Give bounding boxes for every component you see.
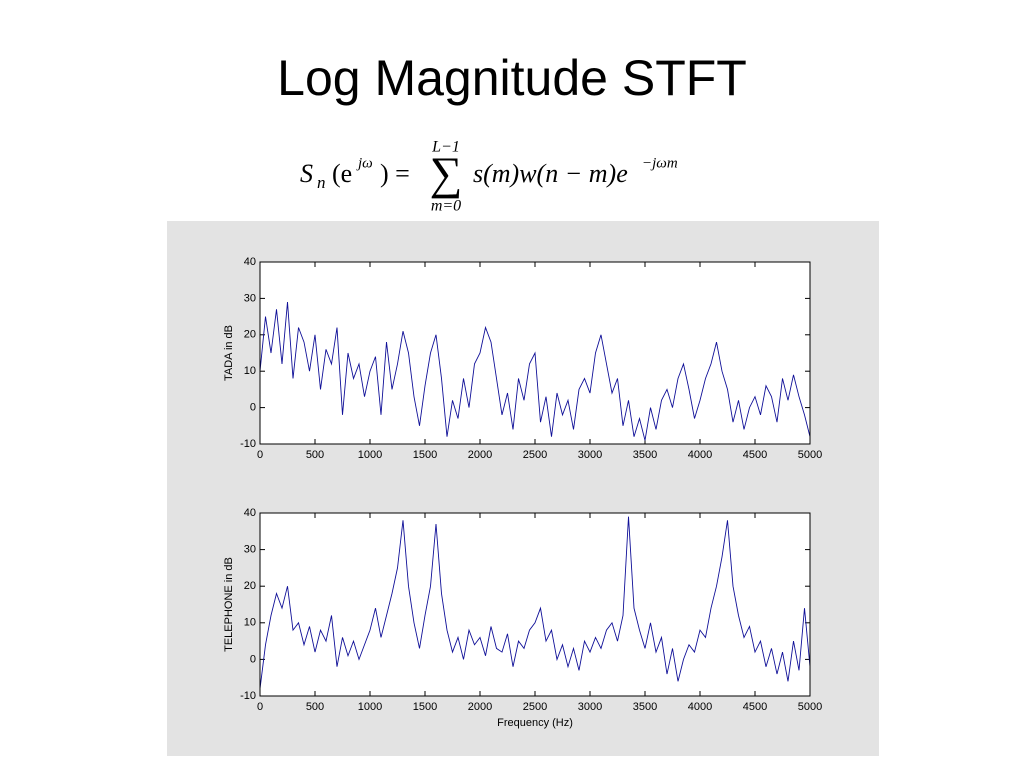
formula-equals: ) = bbox=[380, 159, 410, 188]
x-tick-label: 4500 bbox=[743, 449, 767, 461]
x-tick-label: 3000 bbox=[578, 701, 602, 713]
x-tick-label: 4000 bbox=[688, 701, 712, 713]
y-tick-label: 40 bbox=[244, 507, 256, 519]
y-tick-label: 10 bbox=[244, 365, 256, 377]
sum-sign: ∑ bbox=[430, 148, 463, 199]
x-tick-label: 1500 bbox=[413, 449, 437, 461]
x-tick-label: 1500 bbox=[413, 701, 437, 713]
x-tick-label: 500 bbox=[306, 701, 324, 713]
x-tick-label: 0 bbox=[257, 701, 263, 713]
x-tick-label: 3000 bbox=[578, 449, 602, 461]
x-tick-label: 2500 bbox=[523, 449, 547, 461]
y-tick-label: 20 bbox=[244, 329, 256, 341]
slide-title: Log Magnitude STFT bbox=[277, 50, 747, 106]
x-tick-label: 2000 bbox=[468, 701, 492, 713]
y-tick-label: 10 bbox=[244, 617, 256, 629]
x-tick-label: 3500 bbox=[633, 701, 657, 713]
x-tick-label: 1000 bbox=[358, 449, 382, 461]
x-tick-label: 4500 bbox=[743, 701, 767, 713]
spectrum-line bbox=[260, 302, 810, 441]
x-tick-label: 1000 bbox=[358, 701, 382, 713]
y-axis-label: TADA in dB bbox=[223, 325, 235, 381]
plot-frame bbox=[259, 512, 811, 697]
formula-arg: (e bbox=[332, 159, 352, 188]
y-tick-label: 40 bbox=[244, 256, 256, 268]
formula-rhs: s(m)w(n − m)e bbox=[473, 159, 628, 188]
x-tick-label: 500 bbox=[306, 449, 324, 461]
formula-sup: jω bbox=[356, 155, 373, 171]
formula-rhs-sup: −jωm bbox=[642, 155, 678, 171]
x-tick-label: 0 bbox=[257, 449, 263, 461]
sum-lower: m=0 bbox=[431, 198, 461, 215]
x-tick-label: 4000 bbox=[688, 449, 712, 461]
x-axis-label: Frequency (Hz) bbox=[497, 717, 573, 729]
y-tick-label: 0 bbox=[250, 653, 256, 665]
x-tick-label: 5000 bbox=[798, 701, 822, 713]
y-tick-label: 30 bbox=[244, 544, 256, 556]
y-tick-label: 30 bbox=[244, 292, 256, 304]
x-tick-label: 5000 bbox=[798, 449, 822, 461]
y-tick-label: 20 bbox=[244, 580, 256, 592]
y-tick-label: -10 bbox=[240, 690, 256, 702]
plot-area bbox=[260, 513, 810, 696]
y-tick-label: 0 bbox=[250, 402, 256, 414]
plot-frame bbox=[259, 261, 811, 445]
y-tick-label: -10 bbox=[240, 438, 256, 450]
sum-upper: L−1 bbox=[431, 139, 460, 156]
formula-sub: n bbox=[317, 173, 326, 192]
x-tick-label: 3500 bbox=[633, 449, 657, 461]
formula-symbol: S bbox=[300, 159, 313, 188]
x-tick-label: 2500 bbox=[523, 701, 547, 713]
x-tick-label: 2000 bbox=[468, 449, 492, 461]
y-axis-label: TELEPHONE in dB bbox=[223, 557, 235, 652]
spectrum-line bbox=[260, 516, 810, 689]
